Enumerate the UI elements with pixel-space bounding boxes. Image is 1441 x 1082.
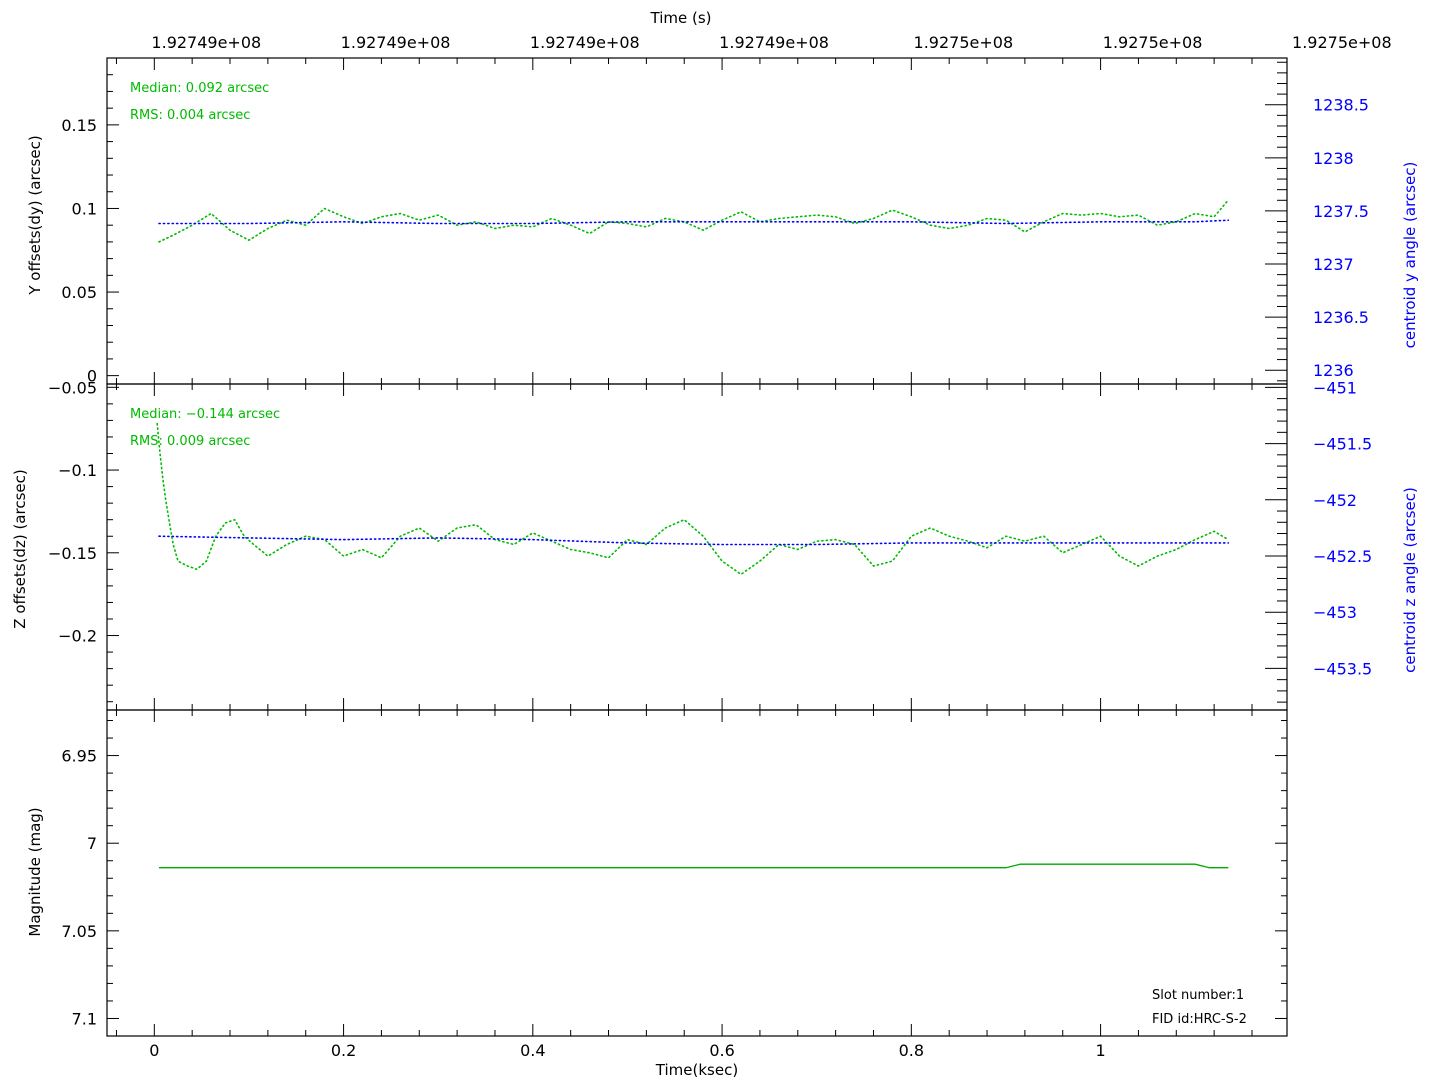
- y-tick-label: −0.1: [58, 461, 97, 480]
- y-offsets-axis-label: Y offsets(dy) (arcsec): [26, 135, 44, 295]
- y-offsets-series-1: [158, 219, 1230, 225]
- x-tick-label: 0: [149, 1041, 159, 1060]
- y-tick-label: −0.15: [48, 544, 97, 563]
- y-rms-annotation: RMS: 0.004 arcsec: [130, 108, 250, 123]
- y-tick-label: −0.2: [58, 627, 97, 646]
- y2-tick-label: −453.5: [1313, 659, 1372, 678]
- top-tick-label: 1.92749e+08: [530, 33, 640, 52]
- y-tick-label: 7.1: [72, 1009, 97, 1028]
- top-tick-label: 1.9275e+08: [1103, 33, 1203, 52]
- top-tick-label: 1.9275e+08: [1292, 33, 1392, 52]
- z-offsets-series-1: [158, 535, 1230, 546]
- y-tick-label: 0.1: [72, 199, 97, 218]
- z-offsets-series-0: [156, 422, 1230, 576]
- y-offsets-panel: 0 0.05 0.1 0.15 1236 1236.5 1237 1237.5 1238 1238…: [61, 57, 1369, 386]
- magnitude-panel: 6.95 7 7.05 7.1 0 0.2 0.4 0.6 0.8 1: [61, 709, 1288, 1060]
- y2-tick-label: 1236: [1313, 361, 1354, 380]
- x-tick-label: 0.6: [709, 1041, 734, 1060]
- y2-tick-label: 1238.5: [1313, 96, 1369, 115]
- magnitude-axis-label: Magnitude (mag): [26, 807, 44, 936]
- x-tick-label: 0.8: [899, 1041, 924, 1060]
- y-median-annotation: Median: 0.092 arcsec: [130, 81, 269, 96]
- x-axis-title: Time(ksec): [655, 1061, 738, 1079]
- y2-tick-label: 1237.5: [1313, 202, 1369, 221]
- y2-tick-label: −451: [1313, 378, 1357, 397]
- slot-number-annotation: Slot number:1: [1152, 988, 1244, 1003]
- y2-tick-label: 1237: [1313, 255, 1354, 274]
- centroid-z-axis-label: centroid z angle (arcsec): [1401, 487, 1419, 673]
- y2-tick-label: 1236.5: [1313, 308, 1369, 327]
- centroid-y-axis-label: centroid y angle (arcsec): [1401, 162, 1419, 349]
- y2-tick-label: −452.5: [1313, 547, 1372, 566]
- magnitude-frame: [106, 709, 1288, 1037]
- top-axis-title: Time (s): [650, 9, 712, 27]
- top-axis-tick-labels: 1.92749e+08 1.92749e+08 1.92749e+08 1.92749…: [151, 33, 1391, 52]
- x-tick-label: 0.4: [520, 1041, 545, 1060]
- top-tick-label: 1.92749e+08: [719, 33, 829, 52]
- y-tick-label: 0.05: [61, 283, 97, 302]
- y2-tick-label: 1238: [1313, 149, 1354, 168]
- fid-id-annotation: FID id:HRC-S-2: [1152, 1012, 1247, 1027]
- top-tick-label: 1.9275e+08: [914, 33, 1014, 52]
- magnitude-series-0: [159, 863, 1229, 869]
- z-rms-annotation: RMS: 0.009 arcsec: [130, 434, 250, 449]
- y-tick-label: 6.95: [61, 747, 97, 766]
- y-tick-label: 7: [87, 834, 97, 853]
- z-offsets-axis-label: Z offsets(dz) (arcsec): [11, 469, 29, 628]
- y2-tick-label: −452: [1313, 491, 1357, 510]
- y-offsets-series-0: [158, 199, 1230, 243]
- y-tick-label: 0.15: [61, 116, 97, 135]
- z-offsets-panel: −0.05 −0.1 −0.15 −0.2 −451 −451.5 −452 −452.5 −4…: [48, 378, 1372, 711]
- x-tick-label: 1: [1095, 1041, 1105, 1060]
- top-tick-label: 1.92749e+08: [151, 33, 261, 52]
- y2-tick-label: −453: [1313, 603, 1357, 622]
- z-median-annotation: Median: −0.144 arcsec: [130, 407, 280, 422]
- x-tick-label: 0.2: [331, 1041, 356, 1060]
- top-tick-label: 1.92749e+08: [341, 33, 451, 52]
- y-tick-label: −0.05: [48, 378, 97, 397]
- y2-tick-label: −451.5: [1313, 435, 1372, 454]
- y-tick-label: 7.05: [61, 922, 97, 941]
- y-tick-label: 0: [87, 367, 97, 386]
